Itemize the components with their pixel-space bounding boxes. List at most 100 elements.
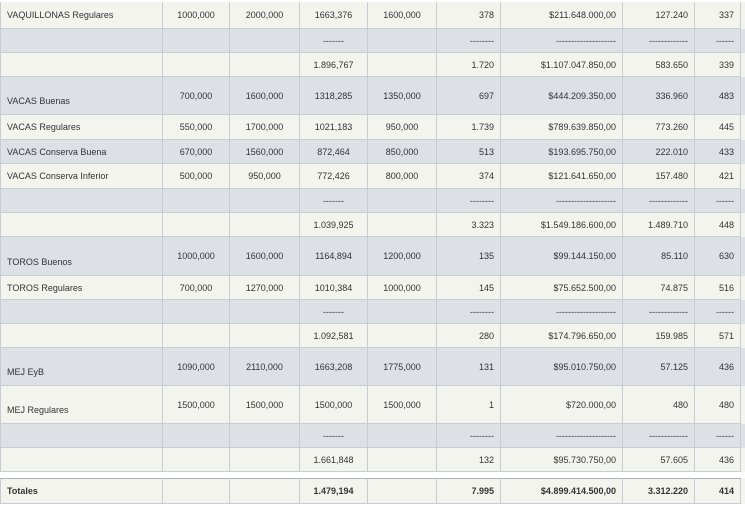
- cell-cab-text: 131: [478, 361, 494, 372]
- cell-pp: 448: [695, 213, 741, 237]
- cell-base: [368, 189, 437, 213]
- cell-pp-text: 448: [718, 219, 734, 230]
- cell-total-text: $789.639.850,00: [548, 122, 616, 132]
- cell-total-text: --------------------: [556, 306, 616, 317]
- cell-min-text: 550,000: [179, 122, 213, 132]
- cell-base-text: 1600,000: [383, 10, 421, 20]
- cell-cab: --------: [437, 424, 501, 448]
- cell-cab-text: 697: [478, 90, 494, 101]
- cell-pp-text: 436: [718, 454, 734, 465]
- cell-pp: ------: [695, 189, 741, 213]
- cell-prom-text: 1663,208: [314, 361, 353, 372]
- cell-max: 2000,000: [230, 2, 300, 29]
- cell-pp: 436: [695, 348, 741, 386]
- cell-cab-text: 1.720: [471, 59, 494, 70]
- cell-base: 950,000: [368, 115, 437, 140]
- cell-total-text: $75.652.500,00: [553, 282, 616, 293]
- cell-min: 670,000: [163, 140, 230, 164]
- cell-kg: 159.985: [623, 324, 695, 348]
- cell-cab: --------: [437, 300, 501, 324]
- cell-label: VACAS Conserva Inferior: [0, 164, 163, 189]
- cell-kg: 127.240: [623, 2, 695, 29]
- table-row: VACAS Regulares 550,000 1700,000 1021,183 95…: [0, 115, 745, 140]
- cell-pp-text: ------: [716, 306, 734, 317]
- cell-prom-text: 1.092,581: [313, 330, 354, 341]
- cell-kg: -------------: [623, 424, 695, 448]
- cell-prom-text: 872,464: [317, 146, 350, 157]
- cell-kg: 1.489.710: [623, 213, 695, 237]
- cell-base: [368, 424, 437, 448]
- cell-pp-text: 436: [718, 361, 734, 372]
- cell-total-text: $1.107.047.850,00: [540, 59, 616, 70]
- cell-kg: 336.960: [623, 77, 695, 115]
- cell-total-text: $95.730.750,00: [553, 454, 616, 465]
- cell-kg-text: 1.489.710: [647, 219, 688, 230]
- cell-label-text: Totales: [7, 486, 38, 496]
- cell-prom: 1318,285: [300, 77, 368, 115]
- cell-total-text: --------------------: [556, 195, 616, 206]
- cell-prom-text: -------: [323, 430, 344, 441]
- cell-prom: 872,464: [300, 140, 368, 164]
- cell-prom: 1164,894: [300, 237, 368, 276]
- cell-prom-text: 1500,000: [314, 399, 353, 410]
- cell-label-text: TOROS Buenos: [7, 257, 72, 267]
- cell-max: [230, 29, 300, 53]
- cell-total-text: $1.549.186.600,00: [540, 219, 616, 230]
- cell-base: 850,000: [368, 140, 437, 164]
- cell-label-text: VACAS Regulares: [7, 122, 81, 132]
- cell-pp-text: 630: [718, 251, 734, 261]
- cell-min: 1000,000: [163, 237, 230, 276]
- cell-pp: 421: [695, 164, 741, 189]
- cell-max: [230, 478, 300, 504]
- cell-cab-text: 374: [478, 171, 494, 181]
- cell-label: VAQUILLONAS Regulares: [0, 2, 163, 29]
- cell-pp: 339: [695, 53, 741, 77]
- cell-total: $1.549.186.600,00: [501, 213, 623, 237]
- cell-pp-text: 421: [718, 171, 734, 181]
- cell-total: $95.010.750,00: [501, 348, 623, 386]
- cell-total-text: $174.796.650,00: [548, 330, 616, 341]
- cell-max: 1600,000: [230, 77, 300, 115]
- cell-pp-text: 445: [718, 122, 734, 132]
- cell-label: VACAS Regulares: [0, 115, 163, 140]
- cell-total: $75.652.500,00: [501, 276, 623, 300]
- cell-kg-text: 85.110: [661, 251, 688, 261]
- cell-max: 1500,000: [230, 386, 300, 424]
- cell-base: 1200,000: [368, 237, 437, 276]
- cell-prom: 772,426: [300, 164, 368, 189]
- separator-row: ------- -------- -------------------- -----…: [0, 300, 745, 324]
- cell-max: [230, 300, 300, 324]
- cell-prom-text: 772,426: [317, 171, 350, 181]
- subtotal-row: 1.896,767 1.720 $1.107.047.850,00 583.650 33…: [0, 53, 745, 77]
- table-row: TOROS Regulares 700,000 1270,000 1010,384 10…: [0, 276, 745, 300]
- cell-pp: 516: [695, 276, 741, 300]
- cell-prom-text: 1318,285: [314, 90, 353, 101]
- table-row: MEJ Regulares 1500,000 1500,000 1500,000 150…: [0, 386, 745, 424]
- cell-total: $444.209.350,00: [501, 77, 623, 115]
- cell-min-text: 670,000: [179, 146, 213, 157]
- cell-label-text: MEJ Regulares: [7, 405, 69, 415]
- cell-label: [0, 213, 163, 237]
- cell-total: $720.000,00: [501, 386, 623, 424]
- cell-kg: 583.650: [623, 53, 695, 77]
- cell-kg: 74.875: [623, 276, 695, 300]
- table-row: VACAS Conserva Buena 670,000 1560,000 872,4…: [0, 140, 745, 164]
- cell-prom: 1.092,581: [300, 324, 368, 348]
- cell-kg-text: -------------: [649, 306, 688, 317]
- cell-total: --------------------: [501, 424, 623, 448]
- cell-cab-text: 280: [478, 330, 494, 341]
- cell-cab-text: --------: [470, 430, 494, 441]
- cell-label: [0, 424, 163, 448]
- cell-prom-text: 1010,384: [314, 282, 353, 293]
- cell-min: 500,000: [163, 164, 230, 189]
- cell-min-text: 1500,000: [177, 399, 215, 410]
- cell-max: [230, 213, 300, 237]
- cell-base: [368, 53, 437, 77]
- cell-kg-text: 222.010: [655, 146, 688, 157]
- cell-base-text: 950,000: [385, 122, 419, 132]
- cell-total: $1.107.047.850,00: [501, 53, 623, 77]
- cell-cab-text: 7.995: [471, 486, 494, 496]
- cell-min-text: 500,000: [179, 171, 213, 181]
- cell-min-text: 700,000: [179, 90, 213, 101]
- cell-total-text: $193.695.750,00: [548, 146, 616, 157]
